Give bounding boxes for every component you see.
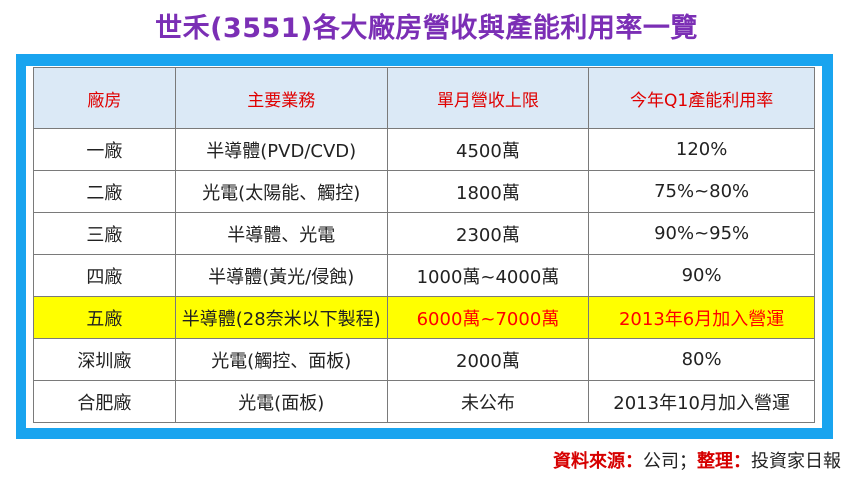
page-title: 世禾(3551)各大廠房營收與產能利用率一覽 [155,13,698,44]
header-business: 主要業務 [174,67,388,129]
cell-business: 半導體(PVD/CVD) [174,128,388,171]
cell-factory: 二廠 [33,170,176,213]
cell-utilization: 2013年6月加入營運 [588,296,815,339]
cell-business: 半導體(28奈米以下製程) [174,296,388,339]
table-row-highlighted: 五廠 半導體(28奈米以下製程) 6000萬~7000萬 2013年6月加入營運 [33,296,815,339]
cell-utilization: 75%~80% [588,170,815,213]
cell-factory: 一廠 [33,128,176,171]
cell-revenue-cap: 1000萬~4000萬 [386,254,590,297]
cell-factory: 合肥廠 [33,380,176,423]
cell-factory: 四廠 [33,254,176,297]
table-row: 一廠 半導體(PVD/CVD) 4500萬 120% [33,128,815,171]
table-row: 二廠 光電(太陽能、觸控) 1800萬 75%~80% [33,170,815,213]
cell-utilization: 90%~95% [588,212,815,255]
cell-utilization: 90% [588,254,815,297]
table-row: 深圳廠 光電(觸控、面板) 2000萬 80% [33,338,815,381]
cell-business: 光電(太陽能、觸控) [174,170,388,213]
cell-utilization: 80% [588,338,815,381]
cell-revenue-cap: 未公布 [386,380,590,423]
cell-business: 半導體(黃光/侵蝕) [174,254,388,297]
source-credit: 資料來源：公司；整理：投資家日報 [553,447,841,473]
editor-value: 投資家日報 [751,451,841,472]
header-revenue-cap: 單月營收上限 [386,67,590,129]
cell-business: 光電(面板) [174,380,388,423]
table-header-row: 廠房 主要業務 單月營收上限 今年Q1產能利用率 [33,67,815,129]
table-row: 四廠 半導體(黃光/侵蝕) 1000萬~4000萬 90% [33,254,815,297]
table-row: 合肥廠 光電(面板) 未公布 2013年10月加入營運 [33,380,815,423]
cell-revenue-cap: 1800萬 [386,170,590,213]
factory-table: 廠房 主要業務 單月營收上限 今年Q1產能利用率 一廠 半導體(PVD/CVD)… [33,67,815,423]
cell-revenue-cap: 4500萬 [386,128,590,171]
source-value: 公司； [643,451,697,472]
editor-label: 整理： [697,451,751,472]
header-factory: 廠房 [33,67,176,129]
cell-revenue-cap: 2000萬 [386,338,590,381]
table-frame: 廠房 主要業務 單月營收上限 今年Q1產能利用率 一廠 半導體(PVD/CVD)… [16,54,833,439]
source-label: 資料來源： [553,451,643,472]
table-row: 三廠 半導體、光電 2300萬 90%~95% [33,212,815,255]
cell-factory: 三廠 [33,212,176,255]
cell-revenue-cap: 6000萬~7000萬 [386,296,590,339]
cell-utilization: 120% [588,128,815,171]
header-utilization: 今年Q1產能利用率 [588,67,815,129]
cell-utilization: 2013年10月加入營運 [588,380,815,423]
cell-revenue-cap: 2300萬 [386,212,590,255]
table-container: 廠房 主要業務 單月營收上限 今年Q1產能利用率 一廠 半導體(PVD/CVD)… [26,66,822,428]
cell-business: 光電(觸控、面板) [174,338,388,381]
cell-factory: 五廠 [33,296,176,339]
cell-factory: 深圳廠 [33,338,176,381]
cell-business: 半導體、光電 [174,212,388,255]
